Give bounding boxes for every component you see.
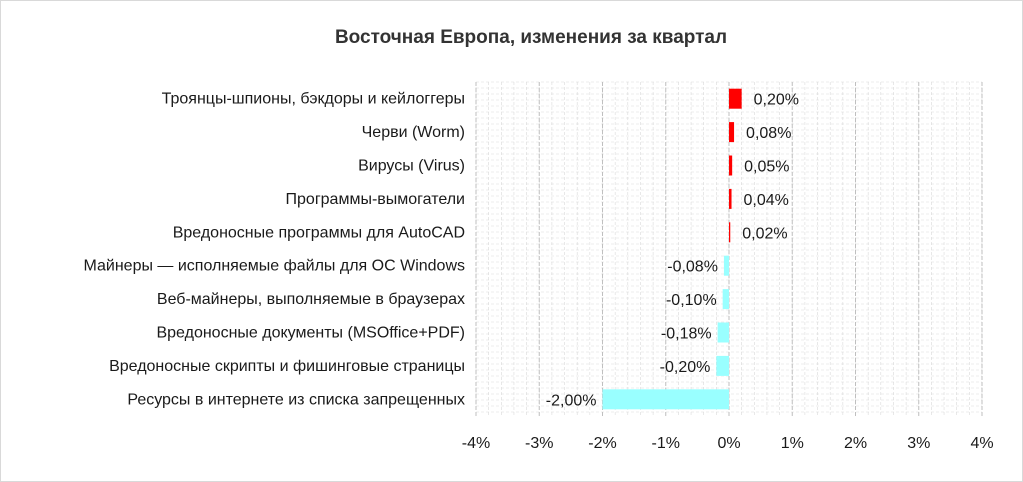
bar	[716, 355, 729, 376]
data-label: -0,18%	[661, 326, 712, 343]
data-label: 0,20%	[754, 92, 799, 109]
category-label: Ресурсы в интернете из списка запрещенны…	[127, 391, 465, 408]
bar	[729, 155, 733, 176]
data-label: -2,00%	[546, 392, 597, 409]
x-tick-label: -1%	[652, 435, 680, 452]
bar	[729, 122, 735, 143]
chart-title: Восточная Европа, изменения за квартал	[335, 27, 727, 48]
data-label: 0,04%	[744, 192, 789, 209]
x-tick-label: -4%	[462, 435, 490, 452]
data-label: -0,20%	[660, 359, 711, 376]
x-tick-label: -2%	[588, 435, 616, 452]
data-label: -0,10%	[666, 292, 717, 309]
bar	[602, 389, 729, 410]
category-label: Майнеры — исполняемые файлы для ОС Windo…	[83, 258, 465, 275]
data-label: 0,02%	[742, 225, 787, 242]
category-label: Вредоносные скрипты и фишинговые страниц…	[109, 358, 465, 375]
category-label: Веб-майнеры, выполняемые в браузерах	[157, 291, 465, 308]
category-label: Троянцы-шпионы, бэкдоры и кейлоггеры	[162, 91, 465, 108]
category-label: Черви (Worm)	[362, 124, 465, 141]
label-layer: -4% -3% -2% -1% 0% 1% 2% 3% 4% Троянцы-шпионы, бэ…	[83, 91, 993, 452]
bar	[717, 322, 729, 343]
data-label: -0,08%	[667, 259, 718, 276]
bar	[723, 255, 729, 276]
category-label: Вредоносные документы (MSOffice+PDF)	[156, 325, 465, 342]
category-label: Вредоносные программы для AutoCAD	[173, 224, 465, 241]
bar	[729, 88, 742, 109]
category-label: Вирусы (Virus)	[358, 158, 465, 175]
x-tick-label: 1%	[781, 435, 804, 452]
data-label: 0,05%	[744, 159, 789, 176]
x-tick-label: 2%	[844, 435, 867, 452]
x-tick-label: 4%	[970, 435, 993, 452]
data-label: 0,08%	[746, 125, 791, 142]
x-tick-label: 3%	[907, 435, 930, 452]
bar	[729, 222, 731, 243]
bar-layer	[602, 88, 742, 410]
category-label: Программы-вымогатели	[286, 191, 465, 208]
bar	[729, 188, 732, 209]
x-tick-label: -3%	[525, 435, 553, 452]
x-tick-label: 0%	[717, 435, 740, 452]
bar	[722, 289, 729, 310]
